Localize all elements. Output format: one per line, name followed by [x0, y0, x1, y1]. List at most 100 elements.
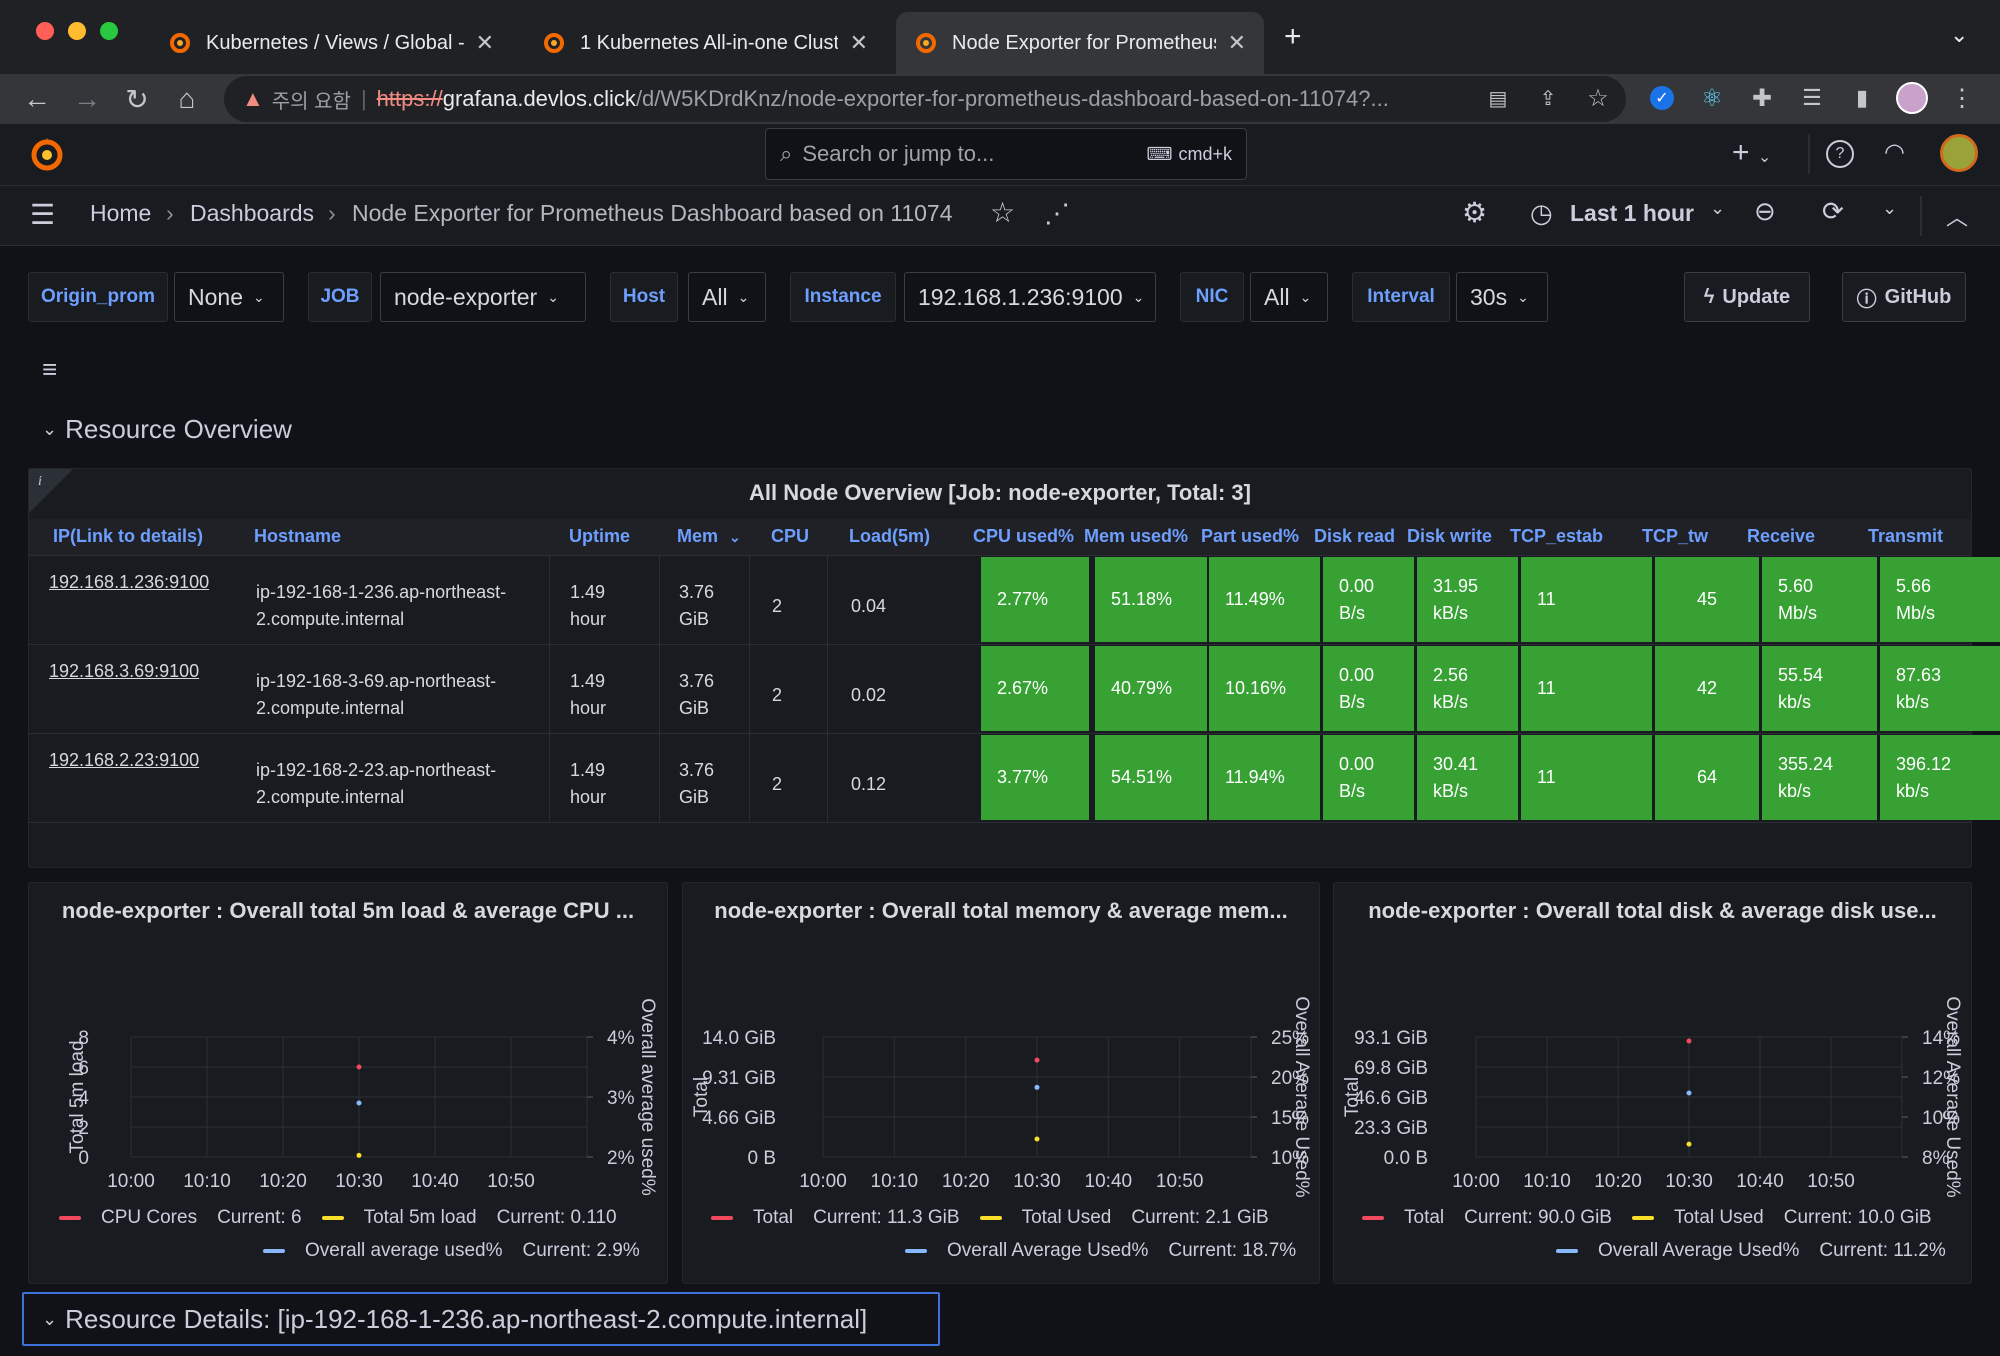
legend-series-name[interactable]: Total [1404, 1207, 1445, 1228]
variable-select-host[interactable]: All ⌄ [688, 272, 766, 322]
variable-select-instance[interactable]: 192.168.1.236:9100 ⌄ [904, 272, 1156, 322]
part-used-cell: 11.94% [1209, 735, 1320, 820]
ip-link[interactable]: 192.168.3.69:9100 [49, 661, 200, 681]
browser-tab-active[interactable]: Node Exporter for Prometheus ✕ [896, 12, 1264, 74]
bookmark-star-icon[interactable]: ☆ [1587, 84, 1609, 112]
cell-value: 396.12 [1896, 753, 1952, 774]
warning-icon: ▲ [242, 86, 264, 111]
close-tab-icon[interactable]: ✕ [1227, 30, 1246, 55]
info-icon[interactable]: i [38, 474, 42, 489]
variable-label-job: JOB [308, 272, 372, 322]
react-devtools-icon[interactable]: ⚛ [1701, 84, 1723, 112]
column-header-ip[interactable]: IP(Link to details) [53, 526, 204, 546]
dashboard-settings-gear-icon[interactable]: ⚙ [1462, 197, 1488, 228]
legend-series-name[interactable]: Total [753, 1207, 794, 1228]
column-header-tcp-estab[interactable]: TCP_estab [1510, 526, 1604, 546]
part-used-cell: 10.16% [1209, 646, 1320, 731]
share-icon[interactable]: ⇪ [1539, 87, 1557, 110]
time-range-chevron-icon[interactable]: ⌄ [1710, 198, 1726, 218]
legend-series-name[interactable]: Overall average used% [305, 1240, 503, 1261]
uptime-unit: hour [570, 609, 607, 629]
refresh-interval-chevron-icon[interactable]: ⌄ [1882, 198, 1898, 218]
github-link-button[interactable]: ⓘ GitHub [1842, 272, 1966, 322]
column-header-mem[interactable]: Mem ⌄ [677, 526, 741, 547]
grafana-logo-icon[interactable] [28, 136, 66, 174]
legend-series-name[interactable]: Total Used [1021, 1207, 1112, 1228]
profile-avatar[interactable] [1896, 82, 1928, 114]
variable-select-job[interactable]: node-exporter ⌄ [380, 272, 586, 322]
breadcrumb-home[interactable]: Home [90, 200, 152, 226]
lightning-icon: ϟ [1703, 285, 1715, 308]
add-new-icon[interactable]: + ⌄ [1732, 136, 1772, 169]
reading-list-icon[interactable]: ☰ [1802, 85, 1822, 110]
extension-check-icon[interactable]: ✓ [1646, 82, 1678, 114]
legend-row: Overall Average Used% Current: 18.7% [905, 1240, 1296, 1262]
column-header-load[interactable]: Load(5m) [849, 526, 930, 546]
address-bar[interactable]: ▲ 주의 요함 | https:// grafana.devlos.click … [224, 76, 1626, 122]
extensions-puzzle-icon[interactable]: ✚ [1751, 84, 1773, 112]
help-icon[interactable]: ? [1826, 140, 1854, 168]
load-value: 0.02 [851, 685, 887, 705]
side-panel-icon[interactable]: ▮ [1855, 85, 1869, 110]
collapse-chevron-up-icon[interactable]: ︿ [1946, 205, 1969, 230]
browser-menu-icon[interactable]: ⋮ [1950, 84, 1974, 112]
browser-tab[interactable]: Kubernetes / Views / Global - D ✕ [150, 12, 512, 74]
window-maximize-button[interactable] [100, 22, 118, 40]
column-header-cpu-used[interactable]: CPU used% [973, 526, 1075, 546]
variable-select-interval[interactable]: 30s ⌄ [1456, 272, 1548, 322]
reload-icon[interactable]: ↻ [125, 83, 149, 115]
menu-hamburger-icon[interactable]: ☰ [30, 199, 56, 230]
tab-search-chevron-icon[interactable]: ⌄ [1950, 22, 1969, 47]
refresh-icon[interactable]: ⟳ [1822, 196, 1844, 226]
home-icon[interactable]: ⌂ [178, 83, 196, 114]
zoom-out-icon[interactable]: ⊖ [1754, 196, 1776, 226]
column-header-disk-read[interactable]: Disk read [1314, 526, 1396, 546]
legend-series-name[interactable]: Total Used [1673, 1207, 1764, 1228]
column-header-mem-used[interactable]: Mem used% [1084, 526, 1189, 546]
row-collapse-chevron-icon: ⌄ [42, 419, 58, 439]
grafana-favicon-icon [544, 33, 564, 53]
legend-series-name[interactable]: CPU Cores [101, 1207, 198, 1228]
news-rss-icon[interactable]: ◠ [1884, 139, 1905, 166]
column-header-receive[interactable]: Receive [1747, 526, 1816, 546]
column-header-disk-write[interactable]: Disk write [1407, 526, 1493, 546]
row-resource-overview[interactable]: ⌄ Resource Overview [42, 414, 292, 445]
ip-link[interactable]: 192.168.1.236:9100 [49, 572, 210, 592]
search-input[interactable]: ⌕ Search or jump to... ⌨ cmd+k [765, 128, 1247, 180]
time-range-picker[interactable]: Last 1 hour [1570, 200, 1694, 226]
new-tab-icon[interactable]: + [1284, 20, 1302, 53]
column-header-hostname[interactable]: Hostname [254, 526, 342, 546]
user-avatar[interactable] [1940, 134, 1978, 172]
browser-tab[interactable]: 1 Kubernetes All-in-one Cluste ✕ [524, 12, 886, 74]
panel-title: node-exporter : Overall total memory & a… [714, 898, 1288, 923]
column-header-tcp-tw[interactable]: TCP_tw [1642, 526, 1709, 546]
dashboard-controls-menu-icon[interactable]: ≡ [42, 354, 58, 384]
legend-series-name[interactable]: Overall Average Used% [947, 1240, 1149, 1261]
row-resource-details[interactable]: ⌄ Resource Details: [ip-192-168-1-236.ap… [22, 1292, 940, 1346]
legend-series-name[interactable]: Overall Average Used% [1598, 1240, 1800, 1261]
column-header-cpu[interactable]: CPU [771, 526, 810, 546]
memory-chart[interactable]: 10:00 10:10 10:20 10:30 10:40 10:50 0 B 4.66 Gi… [683, 883, 1321, 1285]
variable-select-nic[interactable]: All ⌄ [1250, 272, 1328, 322]
disk-read-cell: 0.00 B/s [1323, 646, 1414, 731]
window-close-button[interactable] [36, 22, 54, 40]
share-dashboard-icon[interactable]: ⋰ [1044, 198, 1070, 228]
y2-tick-label: 25% [1271, 1028, 1309, 1049]
forward-arrow-icon[interactable]: → [73, 83, 101, 114]
load-cpu-chart[interactable]: 10:00 10:10 10:20 10:30 10:40 10:50 0 2 4 6 8 2% 3% 4… [29, 883, 669, 1285]
legend-series-name[interactable]: Total 5m load [363, 1207, 477, 1228]
column-header-part-used[interactable]: Part used% [1201, 526, 1300, 546]
disk-chart[interactable]: 10:00 10:10 10:20 10:30 10:40 10:50 0.0 B 23.3 … [1334, 883, 1973, 1285]
back-arrow-icon[interactable]: ← [23, 83, 51, 114]
column-header-uptime[interactable]: Uptime [569, 526, 631, 546]
ip-link[interactable]: 192.168.2.23:9100 [49, 750, 200, 770]
update-link-button[interactable]: ϟ Update [1684, 272, 1810, 322]
variable-select-origin-prom[interactable]: None ⌄ [174, 272, 284, 322]
translate-icon[interactable]: ▤ [1488, 87, 1508, 110]
window-minimize-button[interactable] [68, 22, 86, 40]
breadcrumb-dashboards[interactable]: Dashboards [190, 200, 315, 226]
close-tab-icon[interactable]: ✕ [475, 30, 494, 55]
close-tab-icon[interactable]: ✕ [849, 30, 868, 55]
column-header-transmit[interactable]: Transmit [1868, 526, 1944, 546]
favorite-star-icon[interactable]: ☆ [990, 197, 1016, 228]
